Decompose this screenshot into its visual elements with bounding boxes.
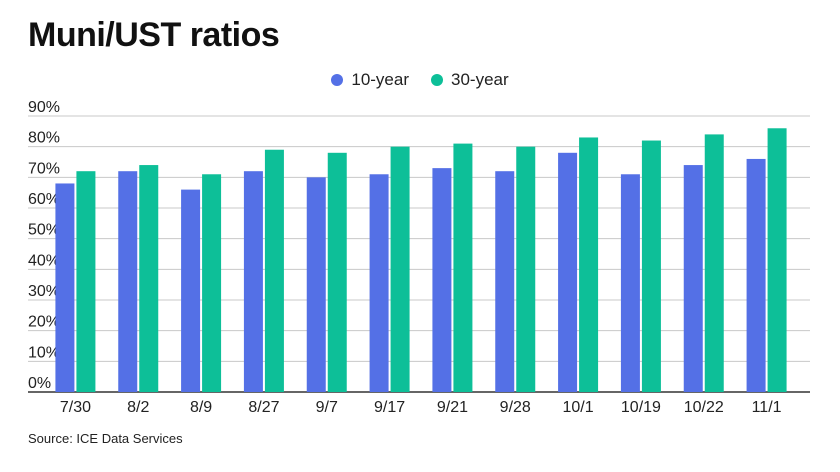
bar-30-year-9/17 [390,146,410,392]
bar-10-year-9/17 [369,174,389,392]
bar-30-year-10/19 [641,140,661,392]
x-tick-label: 11/1 [752,399,782,416]
chart-title: Muni/UST ratios [28,16,280,54]
bar-10-year-8/9 [181,189,201,392]
bar-10-year-9/7 [306,177,326,392]
bar-30-year-9/7 [327,152,347,392]
legend-label-30-year: 30-year [451,70,509,89]
y-tick-label: 0% [28,375,51,392]
x-tick-label: 9/28 [500,399,531,416]
legend-item-10-year: 10-year [331,70,409,90]
bar-10-year-11/1 [746,158,766,392]
x-tick-label: 9/21 [437,399,468,416]
bar-10-year-9/21 [432,168,452,392]
y-tick-label: 60% [28,191,60,208]
x-tick-label: 10/22 [684,399,724,416]
bar-30-year-9/21 [453,143,473,392]
x-tick-label: 9/17 [374,399,405,416]
bar-30-year-7/30 [76,171,96,392]
y-tick-label: 30% [28,283,60,300]
bar-30-year-8/9 [202,174,222,392]
bar-30-year-11/1 [767,128,787,392]
legend-item-30-year: 30-year [431,70,509,90]
y-tick-label: 50% [28,222,60,239]
x-tick-label: 8/9 [190,399,212,416]
y-tick-label: 80% [28,130,60,147]
legend-swatch-10-year [331,74,344,86]
bar-30-year-9/28 [516,146,536,392]
bar-30-year-8/2 [139,165,159,392]
bar-10-year-10/1 [558,152,578,392]
x-tick-label: 7/30 [60,399,91,416]
y-tick-label: 20% [28,314,60,331]
y-tick-label: 90% [28,99,60,116]
bar-10-year-9/28 [495,171,515,392]
bar-10-year-10/19 [620,174,640,392]
bar-10-year-8/27 [243,171,263,392]
x-tick-label: 10/19 [621,399,661,416]
x-tick-label: 10/1 [563,399,594,416]
x-tick-label: 8/2 [127,399,149,416]
chart-legend: 10-year 30-year [0,70,840,90]
bar-30-year-10/1 [579,137,599,392]
y-tick-label: 40% [28,252,60,269]
source-note: Source: ICE Data Services [28,431,183,446]
bar-10-year-8/2 [118,171,138,392]
legend-swatch-30-year [431,74,443,86]
x-tick-label: 9/7 [316,399,338,416]
y-tick-label: 10% [28,344,60,361]
bar-10-year-10/22 [683,165,703,392]
bar-30-year-10/22 [704,134,724,392]
bar-10-year-7/30 [55,183,75,392]
x-tick-label: 8/27 [248,399,279,416]
legend-label-10-year: 10-year [351,70,409,89]
y-tick-label: 70% [28,160,60,177]
bar-30-year-8/27 [264,149,284,392]
